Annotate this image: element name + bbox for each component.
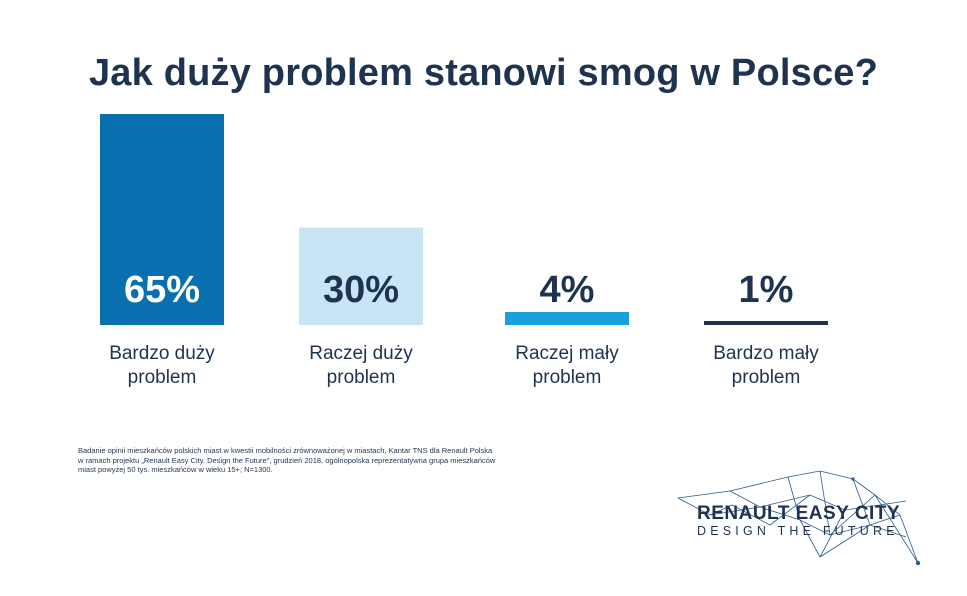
source-line: Badanie opinii mieszkańców polskich mias…	[78, 446, 493, 455]
category-label-line: Raczej mały	[515, 343, 619, 364]
category-label-2: Raczej duży problem	[276, 342, 446, 390]
data-label-3: 4%	[540, 269, 595, 311]
bar-1	[100, 114, 224, 325]
category-label-4: Bardzo mały problem	[681, 342, 851, 390]
category-label-line: problem	[731, 367, 801, 388]
source-note: Badanie opinii mieszkańców polskich mias…	[78, 446, 548, 475]
bar-2	[299, 227, 423, 325]
bar-4	[704, 321, 828, 325]
category-label-line: Bardzo mały	[713, 343, 819, 364]
logo-tagline: DESIGN THE FUTURE	[697, 524, 899, 538]
category-label-1: Bardzo duży problem	[77, 342, 247, 390]
category-label-line: Bardzo duży	[109, 343, 215, 364]
chart-title: Jak duży problem stanowi smog w Polsce?	[88, 52, 879, 94]
logo-node	[851, 477, 855, 481]
source-line: miast powyżej 50 tys. mieszkańców w wiek…	[78, 465, 273, 474]
category-label-line: Raczej duży	[309, 343, 413, 364]
data-label-2: 30%	[323, 269, 399, 311]
logo-node	[915, 560, 921, 566]
category-label-line: problem	[127, 367, 197, 388]
data-label-4: 1%	[739, 269, 794, 311]
data-label-1: 65%	[124, 269, 200, 311]
category-label-line: problem	[326, 367, 396, 388]
bar-3	[505, 312, 629, 325]
category-label-3: Raczej mały problem	[482, 342, 652, 390]
logo-network-lines	[677, 470, 921, 566]
source-line: w ramach projektu „Renault Easy City. De…	[78, 455, 496, 465]
category-label-line: problem	[532, 367, 602, 388]
logo-wordmark: RENAULT EASY CITY	[697, 503, 901, 524]
